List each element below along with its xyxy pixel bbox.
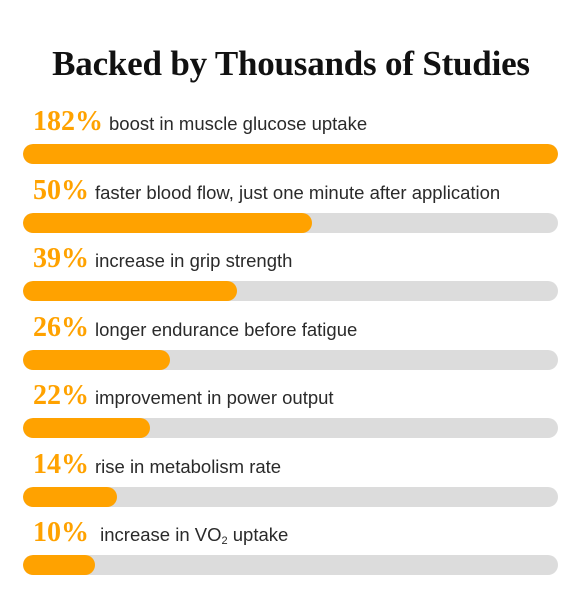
chart-title: Backed by Thousands of Studies [52, 44, 530, 83]
bar-fill [23, 486, 118, 507]
bar-label: 10% increase in VO2 uptake [33, 517, 288, 549]
bar-description-text-end: uptake [227, 524, 289, 545]
bar-fill [23, 144, 558, 164]
bar-label: 26% longer endurance before fatigue [33, 312, 357, 344]
bar-track [23, 418, 558, 438]
bar-description: faster blood flow, just one minute after… [95, 181, 501, 203]
bar-row: 10% increase in VO2 uptake [23, 517, 558, 586]
bar-label: 22% improvement in power output [33, 380, 334, 412]
bar-description: increase in VO2 uptake [95, 524, 289, 547]
bar-value-label: 14% [33, 448, 89, 480]
bar-value-label: 182% [33, 106, 103, 137]
bar-description: rise in metabolism rate [95, 455, 282, 477]
bar-row: 39% increase in grip strength [23, 243, 558, 312]
bar-row: 14% rise in metabolism rate [23, 449, 558, 518]
bar-row: 22% improvement in power output [23, 380, 558, 449]
bar-list: 182% boost in muscle glucose uptake 50% fa… [23, 106, 558, 586]
bar-track [23, 144, 558, 164]
bar-row: 182% boost in muscle glucose uptake [23, 106, 558, 175]
bar-fill [23, 555, 96, 575]
bar-value-label: 26% [33, 311, 89, 343]
bar-track [23, 555, 558, 575]
bar-description-subscript: 2 [221, 535, 228, 547]
bar-fill [23, 212, 312, 233]
bar-label: 39% increase in grip strength [33, 243, 292, 275]
bar-label: 182% boost in muscle glucose uptake [33, 106, 367, 138]
bar-description-text: increase in VO [100, 524, 222, 545]
bar-value-label: 22% [33, 380, 89, 411]
bar-track [23, 212, 558, 233]
bar-description: improvement in power output [95, 387, 334, 408]
bar-label: 50% faster blood flow, just one minute af… [33, 175, 500, 207]
bar-description: increase in grip strength [95, 250, 293, 271]
bar-description: longer endurance before fatigue [95, 318, 358, 340]
bar-description: boost in muscle glucose uptake [109, 113, 368, 134]
bar-value-label: 39% [33, 243, 89, 274]
bar-track [23, 349, 558, 370]
bar-fill [23, 349, 171, 370]
bar-label: 14% rise in metabolism rate [33, 449, 281, 481]
bar-fill [23, 281, 237, 301]
bar-row: 26% longer endurance before fatigue [23, 312, 558, 381]
bar-track [23, 281, 558, 301]
bar-track [23, 486, 558, 507]
bar-fill [23, 418, 150, 438]
bar-row: 50% faster blood flow, just one minute af… [23, 175, 558, 244]
bar-value-label: 10% [33, 517, 89, 548]
bar-value-label: 50% [33, 174, 89, 206]
